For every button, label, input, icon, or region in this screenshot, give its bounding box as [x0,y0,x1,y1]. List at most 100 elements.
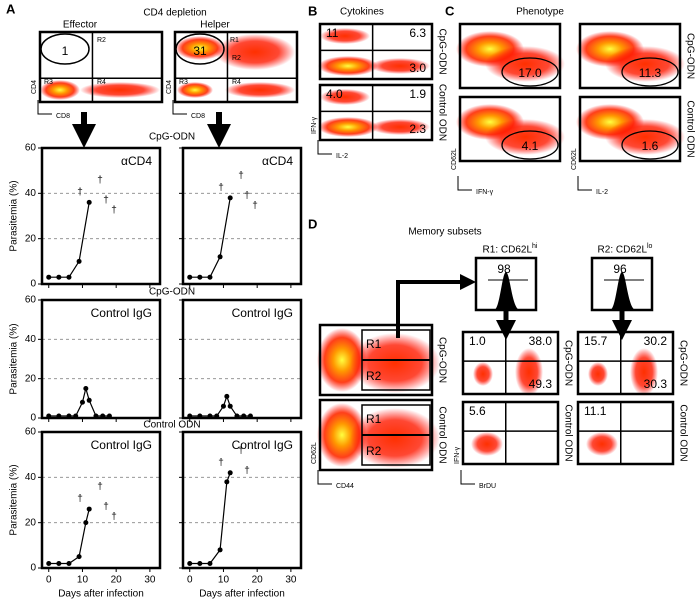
label: 1 [62,44,69,58]
panel-letter: C [445,3,455,18]
row-label: CpG-ODN [684,33,695,79]
data-point [66,560,72,566]
data-point [187,413,193,419]
y-tick-label: 0 [30,279,36,290]
chart-title: αCD4 [262,154,293,168]
cell-density [320,89,370,105]
cell-density [605,119,685,155]
gate [621,57,679,87]
y-tick-label: 20 [25,373,37,384]
cell-density [473,362,493,386]
label: 98 [497,262,511,276]
chart-title: Control IgG [232,306,293,320]
axis-label: CD4 [31,80,38,94]
gate [501,130,559,160]
data-point [86,397,92,403]
panel-letter: D [308,216,317,231]
data-point [214,413,220,419]
cell-density [40,80,80,100]
cell-density [350,333,440,393]
label: R3 [44,79,53,86]
label: 31 [193,44,207,58]
plot-frame [458,95,562,163]
series-line [48,508,90,565]
data-point [83,386,89,391]
cell-density [215,34,295,70]
label: R1: CD62Lhi [483,243,538,256]
plot-frame [318,83,434,142]
series-line [48,202,90,278]
plot-frame [576,400,675,466]
cell-density [471,432,503,456]
annotation: † [97,175,103,186]
axis-label: CD8 [56,113,70,120]
data-point [217,547,223,553]
data-point [93,413,99,419]
plot-frame [578,95,682,163]
x-tick-label: 20 [111,575,123,586]
row-label: Control ODN [562,404,573,461]
cell-density [370,119,430,135]
data-point [197,560,203,566]
label: CD4 depletion [143,8,206,19]
cell-density [320,28,370,44]
y-axis-label: Parasitemia (%) [9,323,20,394]
axis-label: CD44 [336,483,354,490]
axis-label: CD62L [571,148,578,170]
histogram [494,272,520,310]
plot-frame [181,430,303,570]
y-tick-label: 40 [25,188,37,199]
label: 1.9 [409,87,426,101]
axis-label: CD62L [311,442,318,464]
y-tick-label: 60 [25,143,37,154]
annotation: † [111,512,117,523]
data-point [100,413,106,419]
chart-title: Control IgG [91,306,152,320]
cell-density [225,82,295,98]
plot-frame [38,30,164,104]
annotation: † [77,187,83,198]
panel-letter: A [6,1,16,16]
data-point [217,254,223,260]
label: 2.3 [409,122,426,136]
data-point [187,274,193,280]
label: 11.3 [639,66,662,80]
label: 11.1 [584,404,607,418]
data-point [197,413,203,419]
cell-density [318,56,378,76]
gate [501,57,559,87]
y-tick-label: 40 [25,472,37,483]
label: 5.6 [469,404,486,418]
series-line [189,394,251,417]
axis-label: IL-2 [336,153,348,160]
x-axis-label: Days after infection [199,589,285,600]
arrow [396,274,476,338]
row-label: CpG-ODN [562,340,573,386]
plot-frame [578,22,682,90]
data-point [207,413,213,419]
data-point [227,403,233,409]
label: R2 [366,369,382,383]
y-axis-label: Parasitemia (%) [9,180,20,251]
axis-arrow [457,176,472,191]
y-tick-label: 40 [25,334,37,345]
annotation: † [111,205,117,216]
label: Control ODN [143,420,200,431]
plot-frame [461,330,560,396]
annotation: † [244,465,250,476]
x-tick-label: 0 [46,575,52,586]
axis-label: IL-2 [596,189,608,196]
data-point [86,506,92,512]
plot-frame [40,146,162,286]
data-point [46,274,52,280]
data-point [79,399,85,405]
data-point [66,274,72,280]
data-point [106,413,112,419]
x-tick-label: 10 [77,575,89,586]
annotation: † [238,171,244,182]
cell-density [350,408,440,468]
label: 4.1 [522,139,539,153]
data-point [56,413,62,419]
y-tick-label: 60 [25,295,37,306]
